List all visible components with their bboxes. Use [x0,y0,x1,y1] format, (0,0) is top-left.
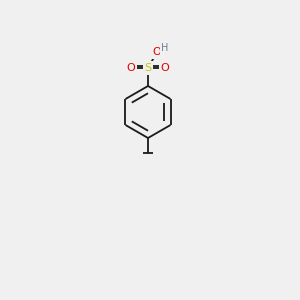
Text: O: O [153,47,161,57]
Text: O: O [127,63,135,73]
Text: H: H [161,43,169,53]
Text: S: S [144,63,152,73]
Text: O: O [160,63,169,73]
